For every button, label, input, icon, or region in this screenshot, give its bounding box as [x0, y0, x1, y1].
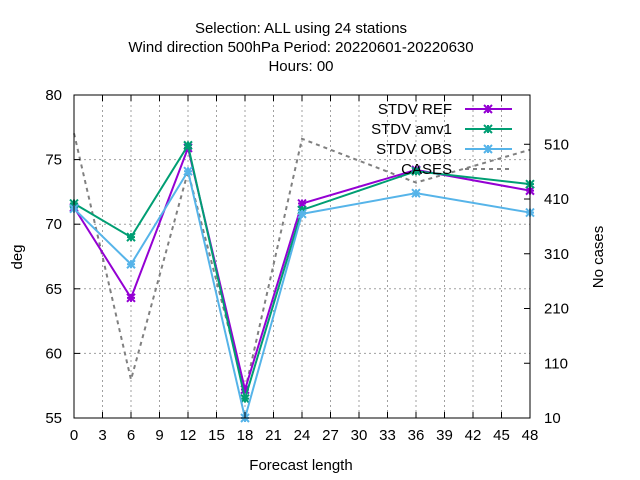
y2-axis-label: No cases — [590, 226, 607, 289]
x-tick-label: 24 — [294, 427, 311, 444]
legend-label-cases: CASES — [401, 161, 452, 178]
x-axis-label: Forecast length — [249, 457, 352, 474]
data-point-stdv-obs — [297, 209, 307, 219]
y-tick-label: 65 — [45, 281, 62, 298]
y-tick-label: 60 — [45, 345, 62, 362]
y2-tick-label: 310 — [544, 246, 569, 263]
series-line-stdv-ref — [73, 144, 531, 394]
grid — [74, 95, 530, 418]
legend-label-stdv-ref: STDV REF — [378, 101, 452, 118]
y2-tick-label: 410 — [544, 191, 569, 208]
x-tick-label: 42 — [465, 427, 482, 444]
series-line-cases — [73, 133, 531, 391]
data-point-stdv-obs — [126, 259, 136, 269]
x-tick-label: 21 — [265, 427, 282, 444]
x-tick-label: 6 — [127, 427, 135, 444]
data-point-stdv-ref — [297, 198, 307, 209]
x-tick-label: 3 — [98, 427, 106, 444]
x-tick-label: 0 — [70, 427, 78, 444]
y2-tick-label: 210 — [544, 301, 569, 318]
x-tick-label: 39 — [436, 427, 453, 444]
legend-label-stdv-obs: STDV OBS — [376, 141, 452, 158]
chart-title-line-1: Selection: ALL using 24 stations — [195, 20, 407, 37]
y2-tick-label: 110 — [544, 355, 568, 372]
data-point-stdv-amv1 — [411, 166, 421, 176]
legend-marker-stdv-obs — [483, 144, 493, 154]
y-tick-label: 75 — [45, 152, 62, 169]
data-point-stdv-obs — [411, 188, 421, 198]
ticks: 0 3 6 9 12 15 18 21 24 27 30 33 36 39 42 45 485560657075… — [45, 87, 569, 444]
x-tick-label: 9 — [155, 427, 163, 444]
legend-marker-stdv-ref — [483, 104, 493, 114]
chart-title-line-2: Wind direction 500hPa Period: 20220601-2… — [128, 39, 473, 56]
series-cases — [73, 133, 531, 391]
y-axis-label: deg — [9, 244, 26, 269]
data-point-stdv-amv1 — [240, 393, 250, 404]
legend-label-stdv-amv1: STDV amv1 — [371, 121, 452, 138]
y-tick-label: 55 — [45, 410, 62, 427]
data-point-stdv-amv1 — [126, 232, 136, 242]
x-tick-label: 12 — [180, 427, 197, 444]
y2-tick-label: 10 — [544, 410, 561, 427]
data-point-stdv-amv1 — [183, 140, 193, 151]
data-point-stdv-ref — [126, 293, 136, 303]
legend-marker-stdv-amv1 — [483, 124, 493, 134]
data-point-stdv-ref — [240, 384, 250, 395]
x-tick-label: 30 — [351, 427, 368, 444]
data-point-stdv-obs — [183, 166, 193, 176]
x-tick-label: 48 — [522, 427, 539, 444]
x-tick-label: 33 — [379, 427, 396, 444]
x-tick-label: 18 — [237, 427, 254, 444]
x-tick-label: 36 — [408, 427, 425, 444]
y-tick-label: 80 — [45, 87, 62, 104]
x-tick-label: 15 — [208, 427, 225, 444]
x-tick-label: 45 — [493, 427, 510, 444]
y-tick-label: 70 — [45, 216, 62, 233]
x-tick-label: 27 — [322, 427, 339, 444]
legend: STDV REF STDV amv1 STDV OBS CASES — [371, 101, 512, 178]
y2-tick-label: 510 — [544, 136, 569, 153]
chart-title-line-3: Hours: 00 — [268, 58, 333, 75]
